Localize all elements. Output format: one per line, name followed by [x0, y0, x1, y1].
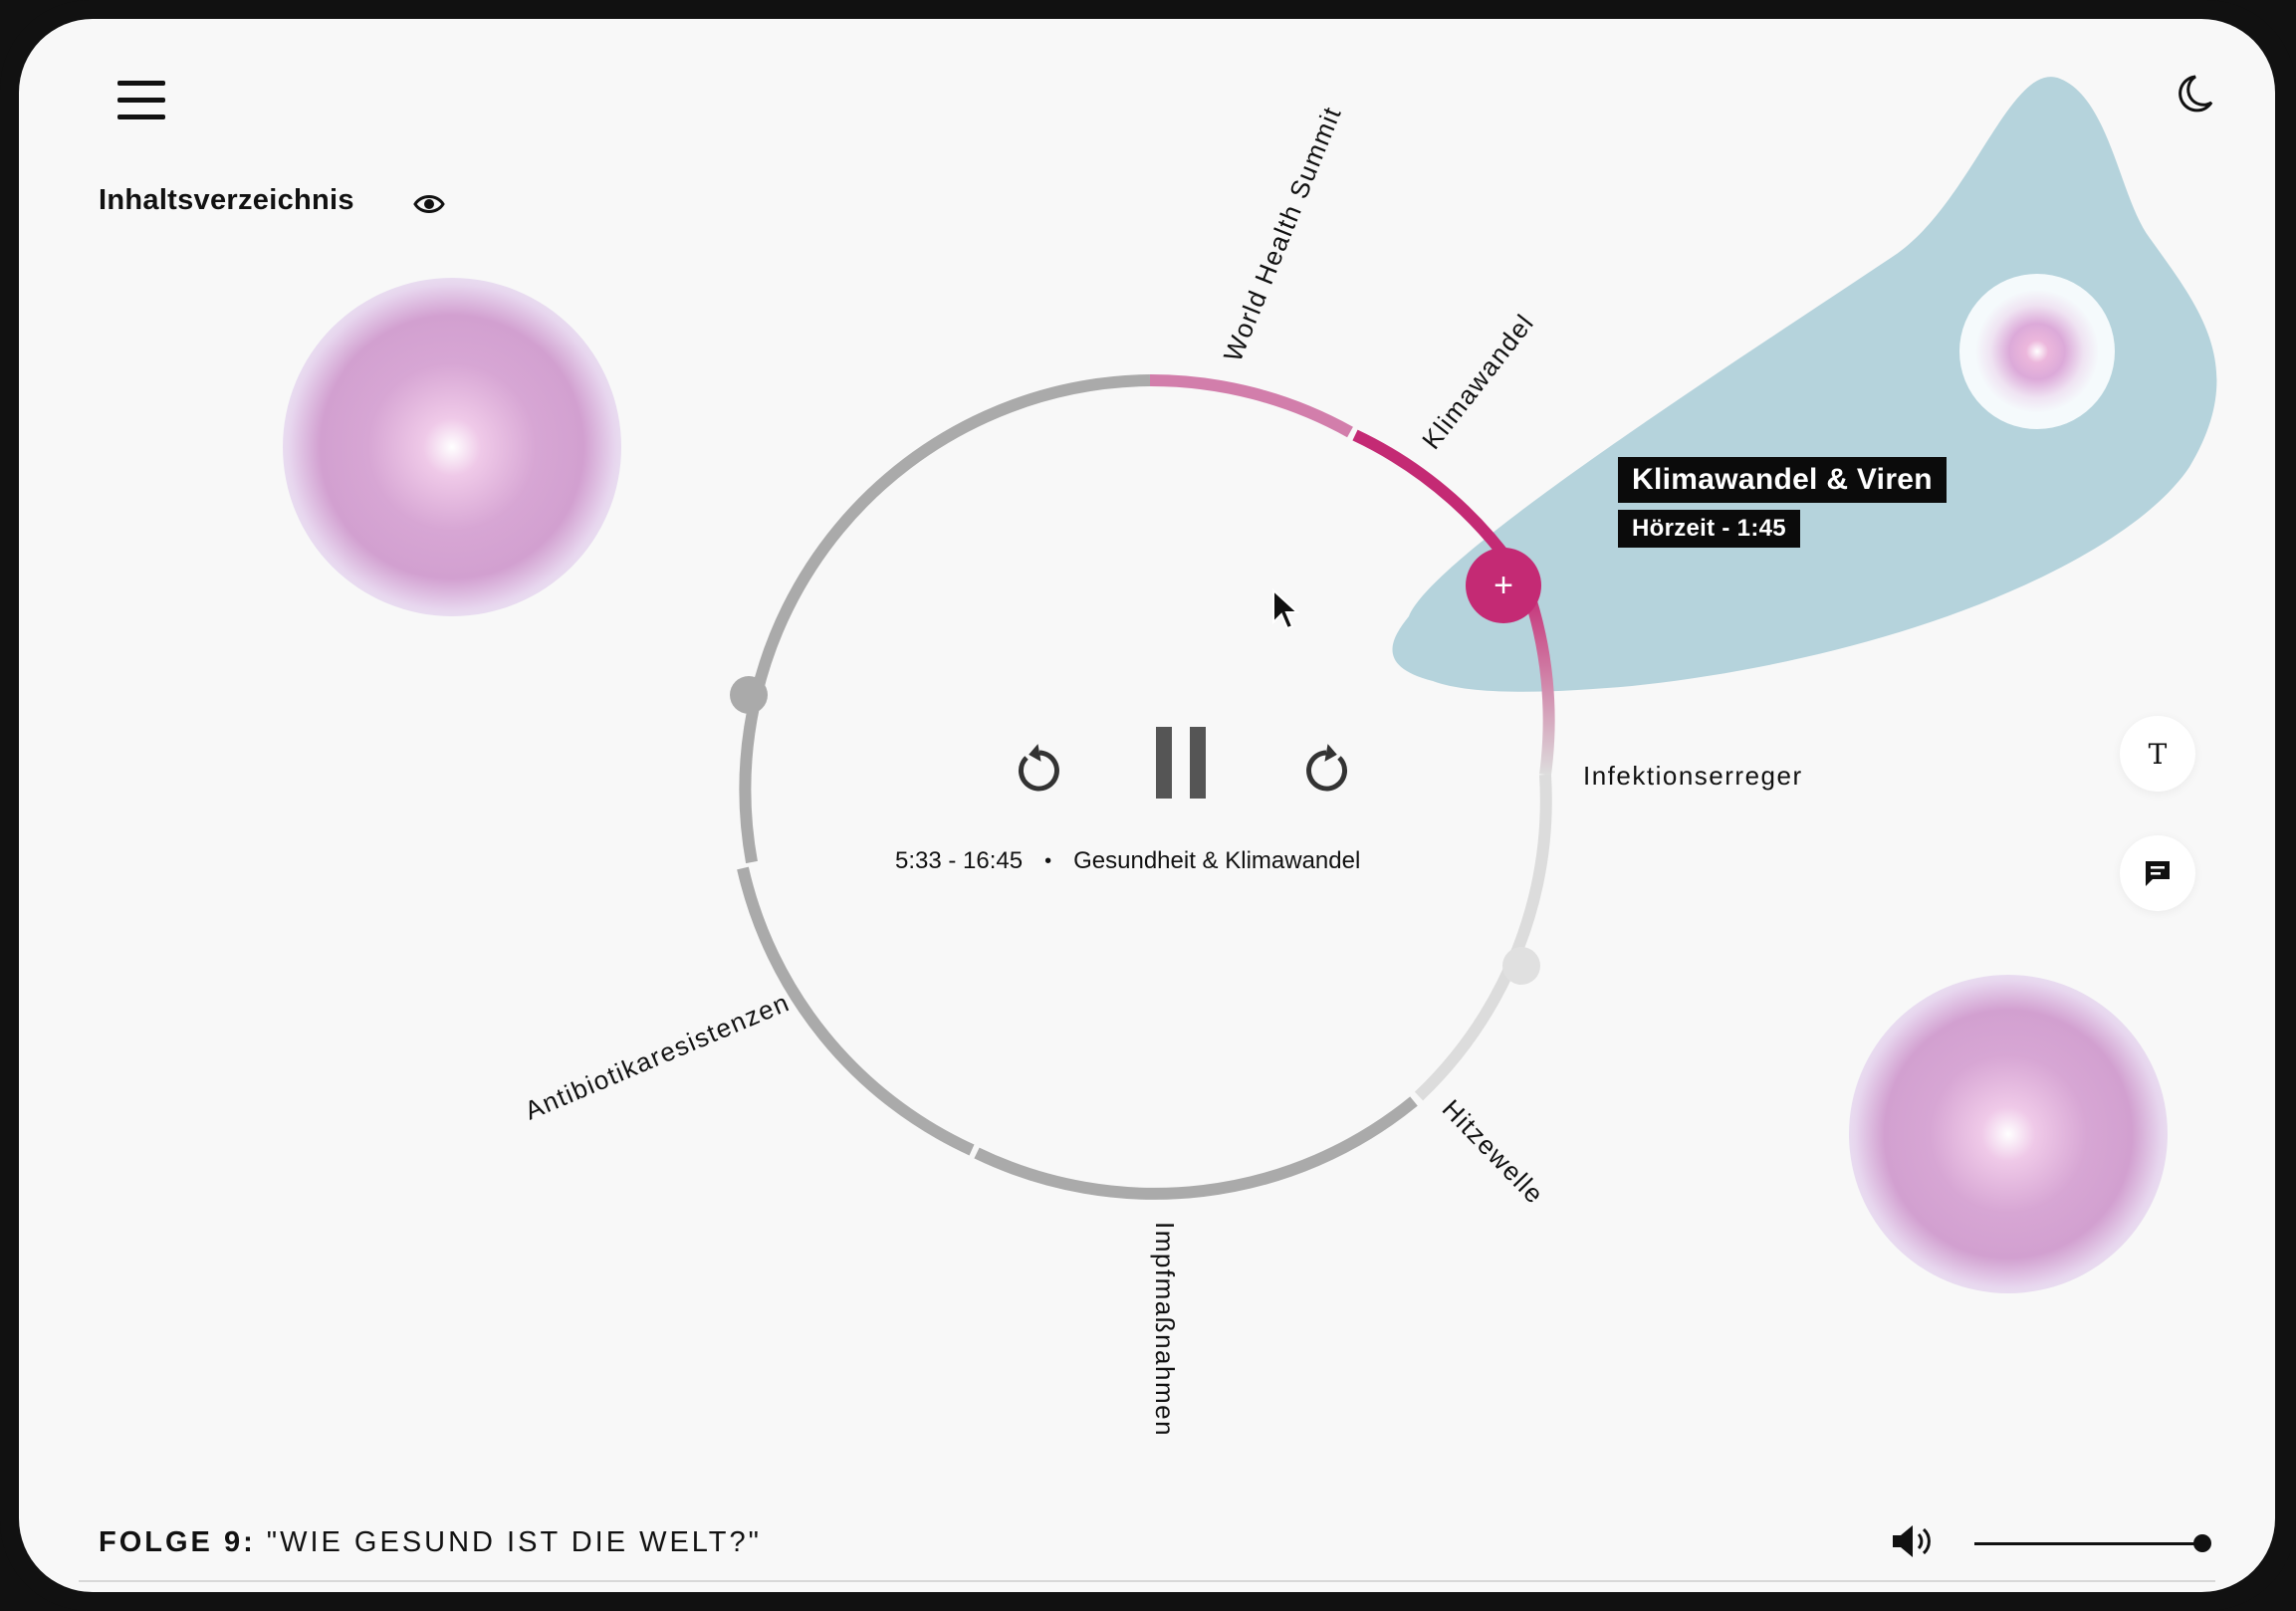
text-icon: T — [2148, 737, 2168, 771]
chapter-tooltip-title: Klimawandel & Viren — [1618, 457, 1947, 503]
episode-number: FOLGE 9: — [99, 1526, 256, 1558]
player-controls — [975, 716, 1393, 835]
topic-orb-left[interactable] — [283, 278, 621, 616]
ring-marker-right[interactable] — [1502, 947, 1540, 985]
rewind-icon[interactable] — [1005, 736, 1074, 806]
volume-slider-knob[interactable] — [2193, 1534, 2211, 1552]
topic-orb-right[interactable] — [1849, 975, 2168, 1293]
episode-title: FOLGE 9: "WIE GESUND IST DIE WELT?" — [99, 1526, 762, 1559]
volume-slider-track[interactable] — [1974, 1542, 2201, 1545]
footer-divider — [79, 1580, 2215, 1582]
ring-marker-left[interactable] — [730, 676, 768, 714]
add-icon: + — [1493, 567, 1513, 604]
chapter-label-impf[interactable]: Impfmaßnahmen — [1150, 1222, 1180, 1437]
menu-icon — [117, 80, 165, 86]
text-size-button[interactable]: T — [2120, 716, 2195, 792]
cursor-icon — [1272, 587, 1300, 630]
chapter-tooltip-duration: Hörzeit - 1:45 — [1618, 510, 1800, 548]
now-playing-info: 5:33 - 16:45 • Gesundheit & Klimawandel — [895, 843, 1552, 879]
moon-icon[interactable] — [2158, 59, 2227, 128]
ring-segment-played — [739, 374, 1151, 864]
blob-orb-core — [1975, 290, 2099, 413]
ring-segment-hitze — [1414, 774, 1552, 1101]
ring-segment-summit — [1149, 373, 1353, 438]
topic-blob — [1392, 77, 2217, 692]
eye-icon[interactable] — [399, 182, 459, 226]
chapter-label-summit[interactable]: World Health Summit — [1218, 102, 1347, 365]
menu-button[interactable] — [99, 61, 184, 138]
playback-time: 5:33 - 16:45 — [895, 847, 1024, 874]
ring-segment-impf — [974, 1096, 1418, 1200]
add-chapter-button[interactable] — [1466, 548, 1541, 623]
chapter-label-hitze[interactable]: Hitzewelle — [1437, 1093, 1550, 1210]
current-chapter-title: Gesundheit & Klimawandel — [1073, 847, 1361, 874]
volume-icon[interactable] — [1889, 1520, 1937, 1562]
app-screen: World Health Summit Klimawandel Infektio… — [19, 19, 2275, 1592]
ring-segment-antibiotika — [737, 866, 975, 1156]
toc-title[interactable]: Inhaltsverzeichnis — [99, 184, 354, 216]
comment-button[interactable] — [2120, 835, 2195, 911]
chapter-label-infektion[interactable]: Infektionserreger — [1583, 761, 1803, 791]
forward-icon[interactable] — [1291, 736, 1361, 806]
chapter-ring-graphic: World Health Summit Klimawandel Infektio… — [521, 77, 2217, 1437]
chapter-label-antibiotika[interactable]: Antibiotikaresistenzen — [521, 987, 795, 1125]
episode-name: "WIE GESUND IST DIE WELT?" — [266, 1526, 762, 1558]
comment-icon — [2146, 861, 2170, 886]
chapter-label-klimawandel[interactable]: Klimawandel — [1416, 308, 1540, 455]
separator-dot: • — [1044, 849, 1052, 872]
pause-icon[interactable] — [1144, 721, 1224, 810]
